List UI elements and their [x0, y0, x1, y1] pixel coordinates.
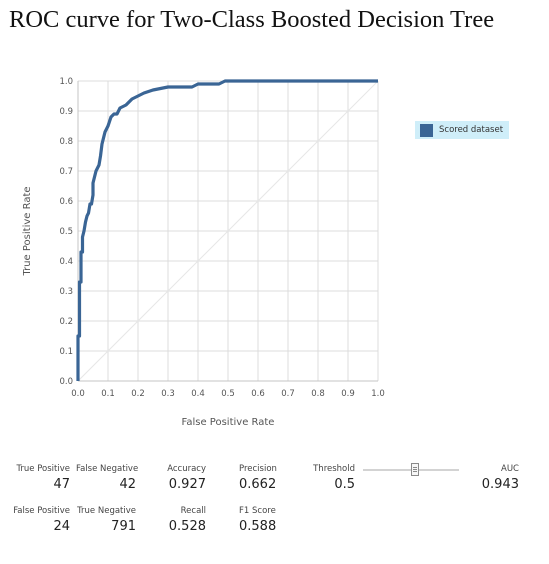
y-tick-label: 0.9 — [59, 107, 73, 117]
y-tick-label: 0.8 — [59, 137, 73, 147]
metric-value: 0.588 — [239, 519, 277, 534]
metric-false-positive: False Positive 24 — [10, 506, 70, 534]
metric-value: 24 — [53, 519, 70, 534]
metric-value: 791 — [111, 519, 136, 534]
metric-true-negative: True Negative 791 — [76, 506, 136, 534]
y-tick-label: 0.5 — [59, 227, 73, 237]
y-tick-labels: 0.0 0.1 0.2 0.3 0.4 0.5 0.6 0.7 0.8 0.9 1.0 — [59, 77, 73, 387]
metric-false-negative: False Negative 42 — [76, 464, 139, 492]
x-tick-label: 0.4 — [191, 389, 205, 399]
x-tick-label: 0.8 — [311, 389, 325, 399]
x-tick-label: 1.0 — [371, 389, 385, 399]
x-axis-label: False Positive Rate — [182, 417, 275, 428]
metric-label: F1 Score — [239, 506, 276, 516]
metric-label: Recall — [180, 506, 206, 516]
metric-value: 0.5 — [334, 477, 355, 492]
y-tick-label: 1.0 — [59, 77, 73, 87]
x-tick-label: 0.3 — [161, 389, 175, 399]
threshold-slider[interactable] — [363, 462, 459, 478]
metric-label: False Positive — [13, 506, 70, 516]
y-tick-label: 0.0 — [59, 377, 73, 387]
legend-label: Scored dataset — [439, 125, 504, 135]
x-tick-label: 0.5 — [221, 389, 235, 399]
y-tick-label: 0.3 — [59, 287, 73, 297]
metric-value: 0.927 — [168, 477, 206, 492]
chart-title: ROC curve for Two-Class Boosted Decision… — [9, 6, 495, 33]
metric-label: Threshold — [313, 464, 355, 474]
metric-value: 0.528 — [168, 519, 206, 534]
metric-accuracy: Accuracy 0.927 — [146, 464, 206, 492]
metric-threshold: Threshold 0.5 — [295, 464, 355, 492]
x-tick-label: 0.9 — [341, 389, 355, 399]
metric-label: True Positive — [16, 464, 70, 474]
metric-label: Precision — [239, 464, 277, 474]
x-tick-label: 0.2 — [131, 389, 145, 399]
y-tick-label: 0.2 — [59, 317, 73, 327]
x-tick-label: 0.0 — [71, 389, 85, 399]
roc-chart: 0.0 0.1 0.2 0.3 0.4 0.5 0.6 0.7 0.8 0.9 1.0 0.0 0.1… — [22, 77, 385, 428]
metric-label: False Negative — [76, 464, 139, 474]
y-axis-label: True Positive Rate — [22, 186, 33, 276]
metric-label: AUC — [501, 464, 519, 474]
metric-true-positive: True Positive 47 — [10, 464, 70, 492]
y-tick-label: 0.1 — [59, 347, 73, 357]
x-tick-label: 0.1 — [101, 389, 115, 399]
metric-value: 0.662 — [239, 477, 277, 492]
x-tick-label: 0.7 — [281, 389, 295, 399]
metric-value: 42 — [119, 477, 136, 492]
metric-auc: AUC 0.943 — [459, 464, 519, 492]
metric-label: True Negative — [77, 506, 136, 516]
metric-f1-score: F1 Score 0.588 — [239, 506, 299, 534]
metric-precision: Precision 0.662 — [239, 464, 299, 492]
legend-swatch — [420, 123, 433, 137]
metric-value: 47 — [53, 477, 70, 492]
random-guess-diagonal — [77, 80, 379, 382]
metric-recall: Recall 0.528 — [146, 506, 206, 534]
y-tick-label: 0.6 — [59, 197, 73, 207]
y-tick-label: 0.7 — [59, 167, 73, 177]
roc-series-line — [76, 79, 378, 381]
metric-value: 0.943 — [481, 477, 519, 492]
metric-label: Accuracy — [167, 464, 206, 474]
x-tick-label: 0.6 — [251, 389, 265, 399]
legend[interactable]: Scored dataset — [415, 121, 509, 139]
slider-thumb[interactable] — [411, 463, 419, 476]
y-tick-label: 0.4 — [59, 257, 73, 267]
x-tick-labels: 0.0 0.1 0.2 0.3 0.4 0.5 0.6 0.7 0.8 0.9 1.0 — [71, 389, 385, 399]
